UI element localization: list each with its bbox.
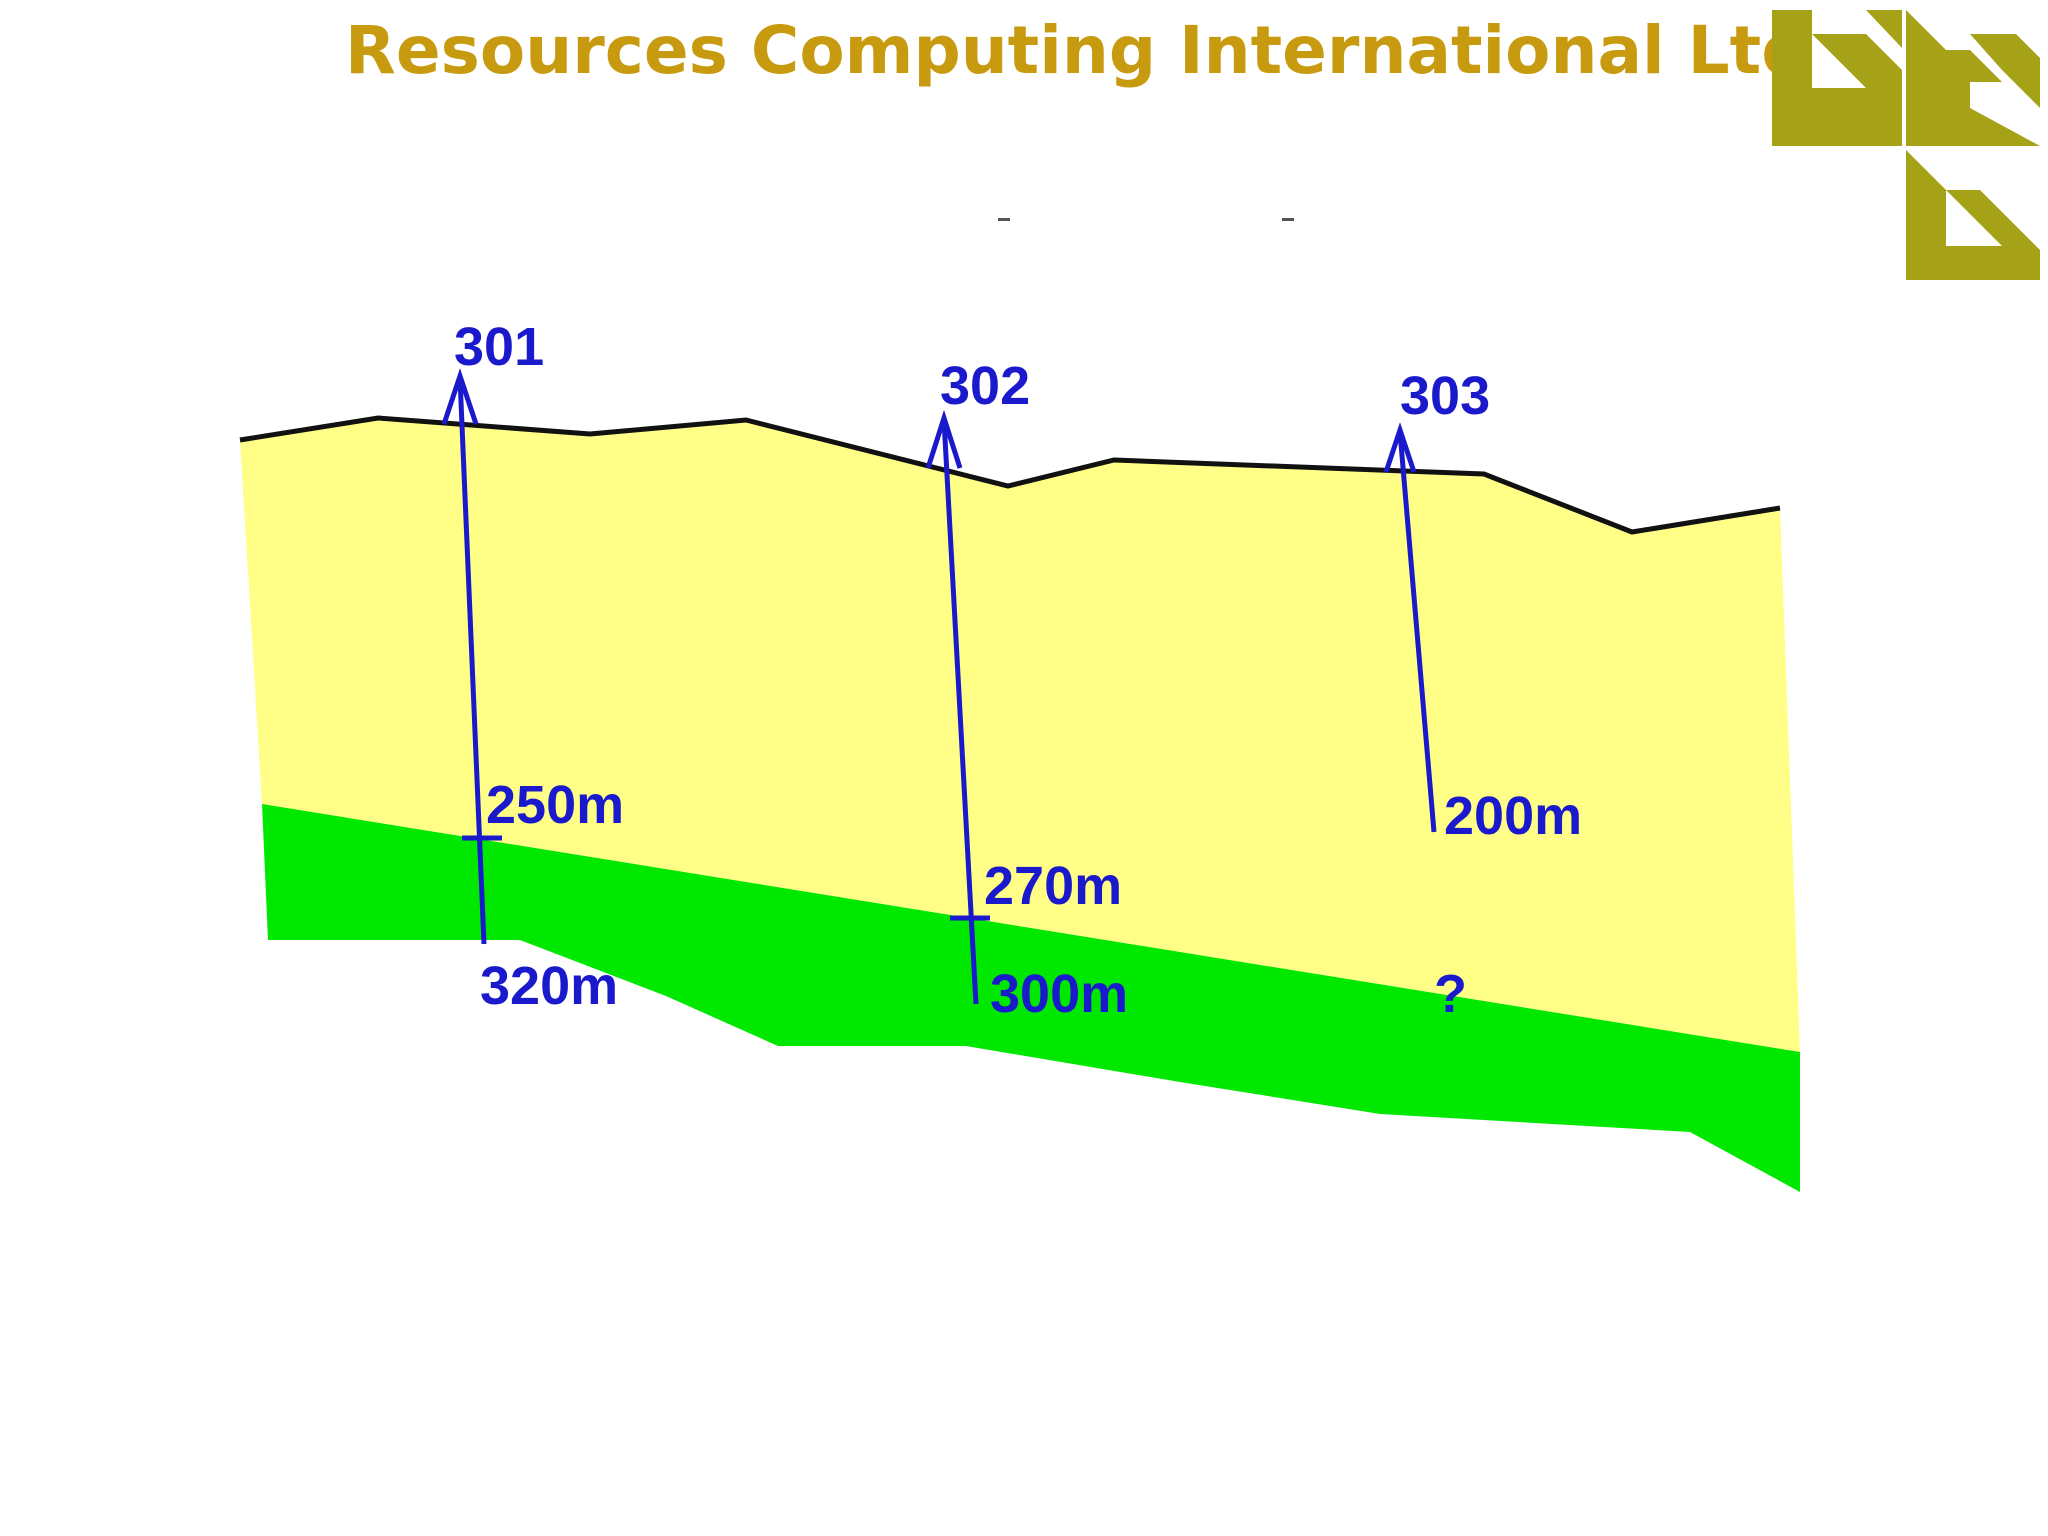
contact-depth-label: 270m [984,856,1122,916]
unknown-contact-label: ? [1434,964,1467,1024]
end-depth-label: 200m [1444,786,1582,846]
collar-arrow [925,409,963,469]
drillhole-trace [457,377,487,945]
end-depth-label: 320m [480,956,618,1016]
drillhole-id-label: 302 [940,356,1030,416]
logo-c-shape [1906,10,2040,146]
drillhole-302: 302 270m 300m [925,356,1128,1024]
drillhole-id-label: 301 [454,317,544,377]
logo-r-shape [1772,10,1902,146]
collar-arrow [441,368,479,425]
lower-layer [262,804,1800,1192]
company-title: Resources Computing International Ltd [345,12,1809,89]
drillhole-id-label: 303 [1400,366,1490,426]
contact-depth-label: 250m [486,775,624,835]
drillhole-301: 301 250m 320m [441,317,624,1016]
ground-surface-line [239,415,1781,535]
logo-i-shape [1906,150,2040,280]
drillhole-303: 303 200m ? [1383,366,1582,1024]
drillhole-trace [1397,431,1437,833]
mark-dash [1282,218,1294,221]
collar-arrow [1383,422,1417,473]
mark-dash [998,218,1010,221]
end-depth-label: 300m [990,964,1128,1024]
rci-logo [1772,10,2040,280]
drillhole-trace [941,419,979,1005]
